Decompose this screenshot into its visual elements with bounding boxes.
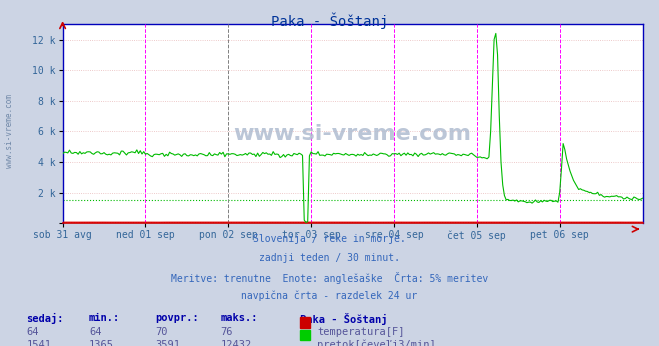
Text: zadnji teden / 30 minut.: zadnji teden / 30 minut. [259, 253, 400, 263]
Text: www.si-vreme.com: www.si-vreme.com [5, 94, 14, 169]
Text: temperatura[F]: temperatura[F] [317, 327, 405, 337]
Text: 64: 64 [26, 327, 39, 337]
Text: sedaj:: sedaj: [26, 313, 64, 324]
Text: navpična črta - razdelek 24 ur: navpična črta - razdelek 24 ur [241, 291, 418, 301]
Text: 70: 70 [155, 327, 167, 337]
Text: 3591: 3591 [155, 340, 180, 346]
Text: Paka - Šoštanj: Paka - Šoštanj [271, 12, 388, 29]
Text: 64: 64 [89, 327, 101, 337]
Text: www.si-vreme.com: www.si-vreme.com [233, 124, 472, 144]
Text: 12432: 12432 [221, 340, 252, 346]
Text: Slovenija / reke in morje.: Slovenija / reke in morje. [253, 234, 406, 244]
Text: Paka - Šoštanj: Paka - Šoštanj [300, 313, 387, 325]
Text: pretok[čeveľj3/min]: pretok[čeveľj3/min] [317, 340, 436, 346]
Text: povpr.:: povpr.: [155, 313, 198, 323]
Text: 76: 76 [221, 327, 233, 337]
Text: Meritve: trenutne  Enote: anglešaške  Črta: 5% meritev: Meritve: trenutne Enote: anglešaške Črta… [171, 272, 488, 284]
Text: maks.:: maks.: [221, 313, 258, 323]
Text: 1541: 1541 [26, 340, 51, 346]
Text: 1365: 1365 [89, 340, 114, 346]
Text: min.:: min.: [89, 313, 120, 323]
